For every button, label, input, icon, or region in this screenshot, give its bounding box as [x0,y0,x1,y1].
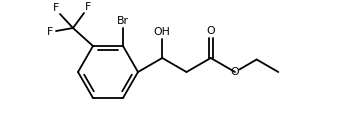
Text: O: O [206,26,215,36]
Text: F: F [85,2,91,12]
Text: F: F [53,3,59,13]
Text: OH: OH [154,27,171,37]
Text: Br: Br [117,16,129,26]
Text: O: O [231,67,239,77]
Text: F: F [47,27,53,37]
